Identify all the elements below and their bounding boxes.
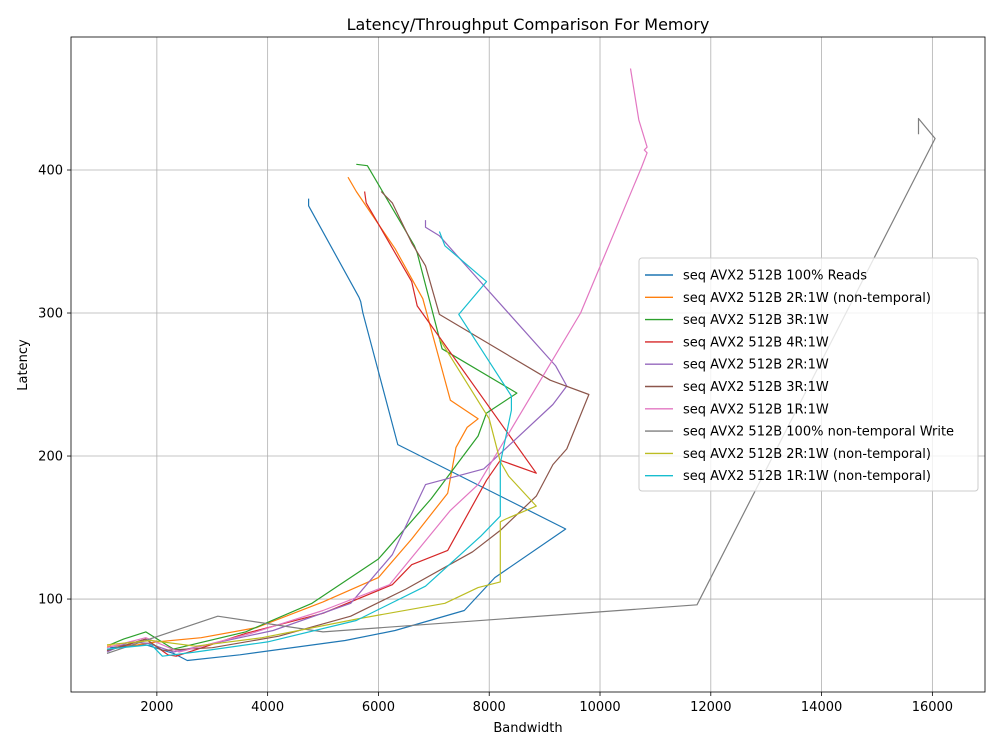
x-tick-label: 8000 (473, 700, 506, 715)
y-tick-label: 200 (38, 450, 63, 465)
x-tick-label: 4000 (251, 700, 284, 715)
x-tick-label: 12000 (690, 700, 731, 715)
series-line-2 (106, 176, 479, 647)
y-tick-label: 400 (38, 164, 63, 179)
legend-box (638, 257, 979, 492)
y-tick-label: 300 (38, 307, 63, 322)
legend-entry: seq AVX2 512B 4R:1W (683, 335, 829, 350)
legend-entry: seq AVX2 512B 100% Reads (683, 269, 867, 284)
legend-entry: seq AVX2 512B 3R:1W (683, 380, 829, 395)
series-line-10 (106, 231, 512, 657)
series-line-3 (109, 163, 518, 650)
x-tick-label: 2000 (140, 700, 173, 715)
legend-entry: seq AVX2 512B 2R:1W (non-temporal) (683, 291, 931, 306)
y-tick-label: 100 (38, 593, 63, 608)
legend-entry: seq AVX2 512B 2R:1W (non-temporal) (683, 447, 931, 462)
series-layer (106, 68, 936, 662)
legend-entry: seq AVX2 512B 100% non-temporal Write (683, 425, 954, 440)
legend-entry: seq AVX2 512B 3R:1W (683, 313, 829, 328)
series-line-8 (106, 117, 936, 654)
series-line-9 (106, 338, 537, 647)
x-tick-label: 10000 (579, 700, 620, 715)
y-axis-label: Latency (16, 339, 31, 391)
series-line-7 (106, 68, 648, 653)
series-line-1 (109, 198, 567, 662)
legend-entry: seq AVX2 512B 1R:1W (683, 402, 829, 417)
ticks-layer: 2000 4000 6000 8000 10000 12000 14000 16000 100 2… (38, 164, 953, 715)
x-tick-label: 16000 (912, 700, 953, 715)
x-tick-label: 6000 (362, 700, 395, 715)
series-line-6 (106, 191, 590, 652)
legend-entry: seq AVX2 512B 1R:1W (non-temporal) (683, 469, 931, 484)
chart-title: Latency/Throughput Comparison For Memory (347, 15, 710, 34)
x-axis-label: Bandwidth (493, 721, 562, 736)
legend: seq AVX2 512B 100% Reads seq AVX2 512B 2R… (638, 257, 979, 492)
legend-entry: seq AVX2 512B 2R:1W (683, 358, 829, 373)
x-tick-label: 14000 (801, 700, 842, 715)
plot-frame (70, 36, 986, 693)
